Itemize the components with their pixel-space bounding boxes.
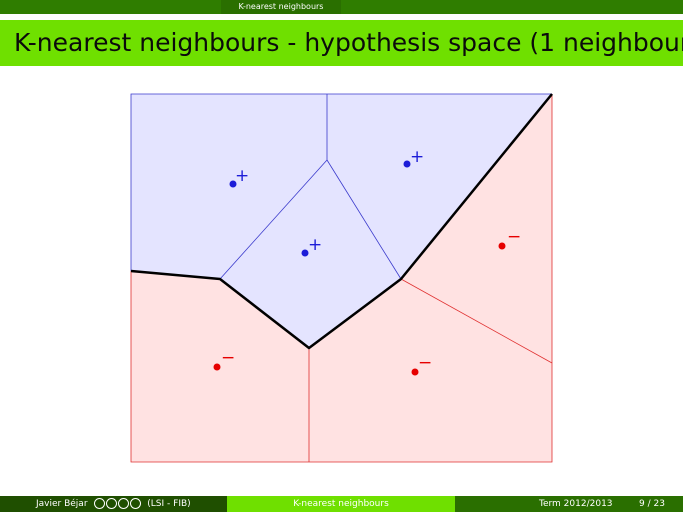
- positive-example: +: [301, 235, 322, 257]
- by-icon: [106, 498, 118, 509]
- negative-example: −: [498, 227, 521, 250]
- plus-label: +: [235, 166, 249, 186]
- positive-cell-edge: [326, 159, 402, 280]
- author-name: Javier Béjar: [36, 499, 88, 509]
- decision-boundary: [130, 93, 553, 350]
- frame-title: K-nearest neighbours - hypothesis space …: [14, 28, 683, 57]
- footer-author-section: Javier Béjar (LSI - FIB): [0, 496, 227, 512]
- plus-label: +: [308, 235, 322, 255]
- negative-frame-edge: [130, 94, 553, 463]
- author-affiliation: (LSI - FIB): [147, 499, 191, 509]
- footer-section: K-nearest neighbours: [227, 496, 455, 512]
- license-icons: [93, 496, 142, 512]
- plus-label: +: [410, 147, 424, 167]
- page-counter: 9 / 23: [639, 499, 665, 509]
- negative-example: −: [411, 353, 432, 376]
- footer-author: Javier Béjar (LSI - FIB): [36, 496, 191, 512]
- positive-example: +: [229, 166, 249, 188]
- sa-icon: [130, 498, 142, 509]
- minus-label: −: [507, 227, 521, 247]
- frame-title-bar: K-nearest neighbours - hypothesis space …: [0, 20, 683, 66]
- footer-term: Term 2012/2013: [539, 499, 613, 509]
- minus-label: −: [221, 348, 235, 368]
- voronoi-diagram: + + + − − −: [130, 93, 553, 463]
- voronoi-figure: + + + − − −: [120, 84, 570, 478]
- negative-example: −: [213, 348, 235, 371]
- footer-term-section: Term 2012/2013 9 / 23: [455, 496, 683, 512]
- top-navigation-bar: K-nearest neighbours: [0, 0, 683, 14]
- footer-bar: Javier Béjar (LSI - FIB) K-nearest neigh…: [0, 496, 683, 512]
- negative-cell-edge: [400, 278, 553, 364]
- positive-region: [131, 94, 552, 348]
- negative-region: [131, 94, 552, 462]
- positive-example: +: [403, 147, 424, 168]
- positive-frame-edge: [130, 93, 552, 271]
- nc-icon: [118, 498, 130, 509]
- section-nav-item[interactable]: K-nearest neighbours: [221, 0, 341, 14]
- minus-label: −: [418, 353, 432, 373]
- positive-cell-edge: [219, 159, 328, 280]
- cc-icon: [94, 498, 106, 509]
